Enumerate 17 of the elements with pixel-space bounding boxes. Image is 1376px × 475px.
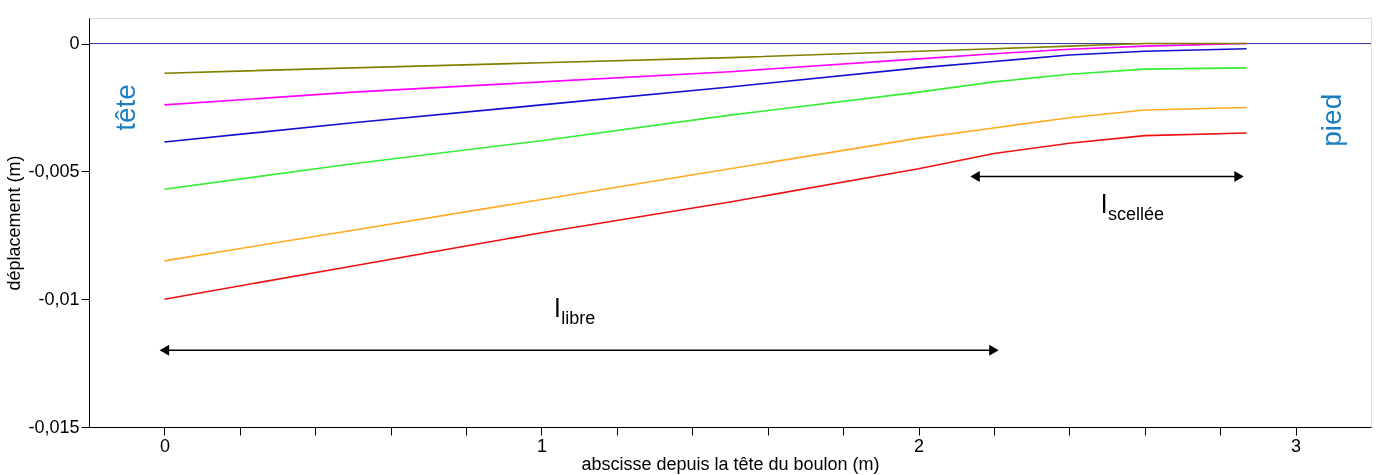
x-tick-label: 2	[914, 435, 925, 456]
x-axis-title: abscisse depuis la tête du boulon (m)	[581, 453, 880, 474]
line-series	[163, 132, 1248, 300]
annotation: pied	[1316, 93, 1348, 147]
line-series	[163, 106, 1248, 262]
line-series	[163, 47, 1248, 143]
line-series	[163, 42, 1248, 75]
y-tick-label: -0,01	[38, 288, 80, 309]
y-tick-label: -0,005	[28, 160, 80, 181]
annotation: tête	[109, 84, 141, 131]
x-tick-label: 0	[159, 435, 170, 456]
x-tick-label: 3	[1291, 435, 1302, 456]
y-tick-label: -0,015	[28, 416, 80, 437]
y-tick-label: 0	[69, 33, 80, 54]
x-tick-label: 1	[536, 435, 547, 456]
y-axis-title: déplacement (m)	[4, 155, 25, 291]
line-series	[163, 67, 1248, 191]
